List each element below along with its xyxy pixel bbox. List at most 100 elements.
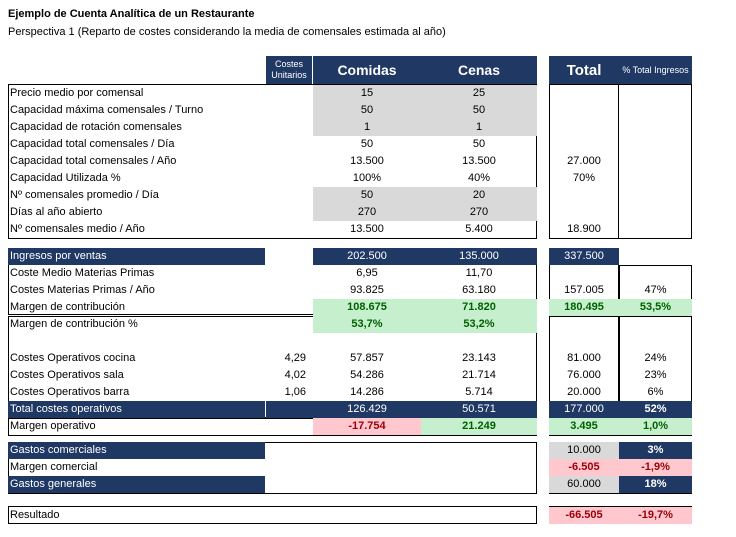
cell-pct[interactable]: -19,7%	[619, 507, 692, 524]
row-label[interactable]: Coste Medio Materias Primas	[10, 267, 155, 279]
row-label[interactable]: Días al año abierto	[10, 206, 103, 218]
cell-coste-unitario[interactable]: 4,29	[284, 352, 306, 364]
cell-comidas[interactable]: 202.500	[313, 248, 421, 265]
cell-coste-unitario[interactable]: 4,02	[284, 369, 306, 381]
row-label[interactable]: Costes Operativos barra	[10, 386, 130, 398]
row-label[interactable]: Capacidad Utilizada %	[10, 172, 121, 184]
cell-cenas[interactable]: 1	[421, 119, 537, 136]
cell-total[interactable]: 76.000	[567, 369, 601, 381]
cell-pct[interactable]: 53,5%	[619, 299, 692, 316]
cell-comidas[interactable]: 54.286	[350, 369, 384, 381]
cell-total[interactable]	[549, 265, 619, 282]
cell-comidas[interactable]: 100%	[352, 172, 382, 184]
cell-comidas[interactable]: 93.825	[350, 284, 384, 296]
cell-pct[interactable]: 24%	[644, 352, 667, 364]
cell-cenas[interactable]: 5.400	[465, 223, 493, 235]
cell-cenas[interactable]: 71.820	[421, 299, 537, 316]
cell-cenas[interactable]: 270	[421, 204, 537, 221]
row-label[interactable]: Costes Operativos sala	[10, 369, 124, 381]
cell-cenas[interactable]: 23.143	[462, 352, 496, 364]
cell-total[interactable]: 10.000	[549, 442, 619, 459]
cell-comidas[interactable]: 13.500	[350, 223, 384, 235]
cell-pct[interactable]: 1,0%	[619, 418, 692, 435]
cell-cenas[interactable]: 50	[472, 138, 486, 150]
cell-pct[interactable]	[619, 265, 692, 282]
row-label[interactable]: Gastos comerciales	[8, 442, 265, 459]
cell-total[interactable]: 157.005	[564, 284, 604, 296]
cell-total[interactable]: 60.000	[549, 476, 619, 493]
cell-pct[interactable]: 18%	[619, 476, 692, 493]
row-label[interactable]: Capacidad total comensales / Año	[10, 155, 177, 167]
row-label[interactable]: Capacidad de rotación comensales	[10, 121, 182, 133]
cell-coste-unitario[interactable]	[266, 401, 313, 418]
cell-cenas[interactable]: 13.500	[462, 155, 496, 167]
cell-cenas[interactable]: 53,2%	[421, 316, 537, 333]
cell-total[interactable]: 70%	[572, 172, 596, 184]
cell-total[interactable]: 18.900	[567, 223, 601, 235]
cell-comidas[interactable]: 108.675	[313, 299, 421, 316]
cell-comidas[interactable]: 15	[313, 85, 421, 102]
cell-cenas[interactable]: 5.714	[465, 386, 493, 398]
cell-total[interactable]	[549, 204, 619, 221]
cell-comidas[interactable]: -17.754	[313, 418, 421, 435]
cell-cenas[interactable]: 11,70	[465, 267, 493, 279]
cell-comidas[interactable]: 1	[313, 119, 421, 136]
cell-total[interactable]: -66.505	[549, 507, 619, 524]
cell-cenas[interactable]: 50	[421, 102, 537, 119]
cell-pct[interactable]: 23%	[644, 369, 667, 381]
row-label[interactable]: Nº comensales promedio / Día	[10, 189, 159, 201]
cell-pct[interactable]: 6%	[647, 386, 664, 398]
cell-comidas[interactable]: 126.429	[313, 401, 421, 418]
cell-cenas[interactable]: 40%	[467, 172, 491, 184]
row-label[interactable]: Gastos generales	[8, 476, 265, 493]
cell-pct[interactable]: 52%	[619, 401, 692, 418]
row-label[interactable]: Margen comercial	[10, 461, 98, 473]
cell-comidas[interactable]: 13.500	[350, 155, 384, 167]
cell-comidas[interactable]: 57.857	[350, 352, 384, 364]
cell-cenas[interactable]: 20	[421, 187, 537, 204]
row-label[interactable]: Margen operativo	[10, 420, 96, 432]
row-label[interactable]: Precio medio por comensal	[10, 87, 144, 99]
row-label[interactable]: Ingresos por ventas	[8, 248, 265, 265]
cell-comidas[interactable]: 50	[313, 102, 421, 119]
cell-cenas[interactable]: 21.249	[421, 418, 537, 435]
cell-pct[interactable]: 47%	[644, 284, 667, 296]
cell-total[interactable]: 81.000	[567, 352, 601, 364]
cell-total[interactable]: 3.495	[549, 418, 619, 435]
cell-comidas[interactable]: 53,7%	[313, 316, 421, 333]
cell-cenas[interactable]: 25	[421, 85, 537, 102]
row-label[interactable]: Total costes operativos	[8, 401, 265, 418]
cell-total[interactable]: 27.000	[567, 155, 601, 167]
row-label[interactable]: Nº comensales medio / Año	[10, 223, 145, 235]
cell-cenas[interactable]: 135.000	[421, 248, 537, 265]
cell-total[interactable]	[549, 187, 619, 204]
cell-total[interactable]: 337.500	[549, 248, 619, 265]
cell-pct[interactable]: -1,9%	[619, 459, 692, 476]
cell-total[interactable]	[549, 136, 619, 153]
cell-total[interactable]: 177.000	[549, 401, 619, 418]
cell-comidas[interactable]: 50	[313, 187, 421, 204]
cell-total[interactable]	[549, 102, 619, 119]
row-label[interactable]: Capacidad máxima comensales / Turno	[10, 104, 204, 116]
cell-total[interactable]	[549, 119, 619, 136]
margen-operativo-row: Margen operativo -17.754 21.249 3.495 1,0%	[0, 418, 736, 435]
cell-total[interactable]: 20.000	[567, 386, 601, 398]
row-label[interactable]: Resultado	[10, 509, 60, 521]
cell-total[interactable]: 180.495	[549, 299, 619, 316]
row-label[interactable]: Capacidad total comensales / Día	[10, 138, 175, 150]
cell-cenas[interactable]: 50.571	[421, 401, 537, 418]
cell-total[interactable]: -6.505	[549, 459, 619, 476]
cell-cenas[interactable]: 63.180	[462, 284, 496, 296]
row-label[interactable]: Costes Operativos cocina	[10, 352, 136, 364]
cell-comidas[interactable]: 6,95	[356, 267, 378, 279]
row-label[interactable]: Margen de contribución	[10, 301, 125, 313]
cell-comidas[interactable]: 50	[360, 138, 374, 150]
cell-cenas[interactable]: 21.714	[462, 369, 496, 381]
cell-comidas[interactable]: 14.286	[350, 386, 384, 398]
row-label[interactable]: Margen de contribución %	[10, 318, 138, 330]
cell-pct[interactable]: 3%	[619, 442, 692, 459]
row-label[interactable]: Costes Materias Primas / Año	[10, 284, 155, 296]
cell-coste-unitario[interactable]: 1,06	[284, 386, 306, 398]
cell-comidas[interactable]: 270	[313, 204, 421, 221]
cell-total[interactable]	[549, 85, 619, 102]
